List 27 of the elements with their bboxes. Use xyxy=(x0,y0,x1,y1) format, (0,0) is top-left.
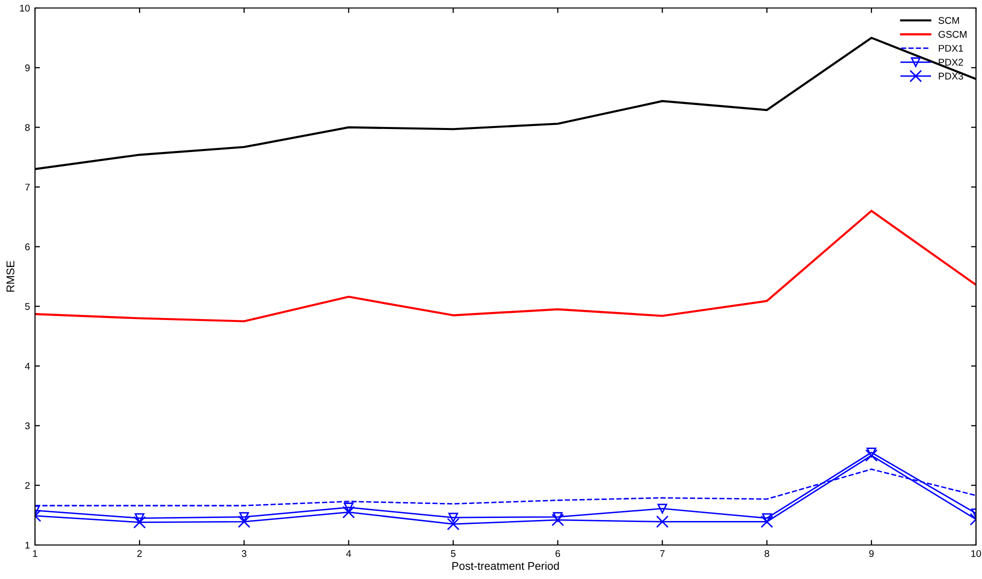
legend-label: PDX3 xyxy=(938,72,964,80)
legend-label: PDX2 xyxy=(938,58,963,66)
x-tick-label: 6 xyxy=(556,550,560,557)
y-tick-label: 3 xyxy=(25,422,30,430)
x-tick-label: 2 xyxy=(137,550,142,557)
y-tick-label: 1 xyxy=(25,542,30,549)
y-tick-label: 8 xyxy=(25,124,30,131)
x-axis-title: Post-treatment Period xyxy=(452,562,559,570)
x-tick-label: 3 xyxy=(242,550,246,557)
y-tick-label: 7 xyxy=(25,184,30,191)
legend-label: SCM xyxy=(938,17,959,24)
y-tick-label: 9 xyxy=(25,64,30,72)
y-tick-label: 10 xyxy=(20,4,30,12)
legend-label: PDX1 xyxy=(938,44,964,52)
legend-label: GSCM xyxy=(938,30,966,38)
x-tick-label: 4 xyxy=(346,550,352,557)
x-tick-label: 10 xyxy=(971,550,982,557)
x-tick-label: 5 xyxy=(450,550,456,557)
x-tick-label: 8 xyxy=(764,550,770,557)
x-tick-label: 7 xyxy=(660,550,665,557)
x-tick-label: 9 xyxy=(869,550,874,557)
y-tick-label: 6 xyxy=(25,243,30,250)
x-tick-label: 1 xyxy=(33,550,38,557)
y-tick-label: 5 xyxy=(25,303,30,310)
y-tick-label: 4 xyxy=(24,362,30,370)
y-tick-label: 2 xyxy=(25,482,30,489)
y-axis-title: RMSE xyxy=(6,260,14,292)
